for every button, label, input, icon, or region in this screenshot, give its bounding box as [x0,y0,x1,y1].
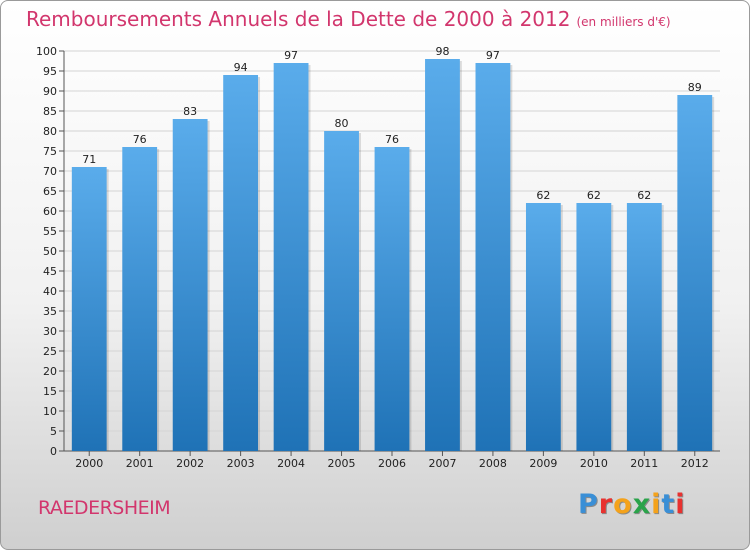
x-tick-label: 2012 [681,457,709,470]
data-label-2002: 83 [183,105,197,118]
logo-letter: i [675,489,686,520]
chart-title-text: Remboursements Annuels de la Dette de 20… [26,7,571,31]
logo-letter: P [578,489,599,520]
y-tick-label: 5 [50,425,57,438]
chart-subtitle: (en milliers d'€) [576,15,671,29]
logo-letter: x [632,489,652,520]
logo-letter: o [613,489,633,520]
logo-letter: r [598,489,614,520]
x-tick-label: 2002 [176,457,204,470]
data-label-2005: 80 [335,117,349,130]
y-tick-label: 55 [43,225,57,238]
y-tick-label: 35 [43,305,57,318]
data-label-2004: 97 [284,49,298,62]
x-tick-label: 2011 [630,457,658,470]
y-tick-label: 40 [43,285,57,298]
proxiti-logo: Proxiti [578,489,686,520]
y-tick-label: 60 [43,205,57,218]
data-label-2006: 76 [385,133,399,146]
logo-letter: i [651,489,662,520]
bar-2001 [122,147,158,451]
data-label-2012: 89 [688,81,702,94]
data-label-2009: 62 [536,189,550,202]
data-label-2000: 71 [82,153,96,166]
data-label-2003: 94 [234,61,248,74]
y-tick-label: 15 [43,385,57,398]
bars: 71 76 83 94 97 80 76 98 97 62 62 62 89 [71,45,715,451]
bar-2008 [475,63,511,451]
y-tick-label: 75 [43,145,57,158]
y-tick-label: 95 [43,65,57,78]
x-tick-label: 2010 [580,457,608,470]
y-tick-label: 0 [50,445,57,458]
y-tick-label: 50 [43,245,57,258]
logo-letter: t [661,489,676,520]
y-tick-label: 70 [43,165,57,178]
bar-2004 [273,63,309,451]
bar-2012 [677,95,713,451]
data-label-2011: 62 [637,189,651,202]
bar-2011 [626,203,662,451]
bar-chart: 0 5 10 15 20 25 30 35 40 45 50 55 60 65 70 75 80 85 90 95 10… [36,45,720,470]
y-tick-label: 25 [43,345,57,358]
data-label-2001: 76 [133,133,147,146]
y-tick-label: 100 [36,45,57,58]
data-label-2007: 98 [435,45,449,58]
bar-2007 [425,59,460,451]
bar-2003 [223,75,259,451]
y-tick-label: 45 [43,265,57,278]
x-tick-label: 2007 [428,457,456,470]
x-tick-label: 2005 [328,457,356,470]
x-tick-label: 2006 [378,457,406,470]
y-tick-label: 20 [43,365,57,378]
y-tick-label: 65 [43,185,57,198]
y-tick-label: 10 [43,405,57,418]
bar-2010 [576,203,612,451]
y-tick-label: 90 [43,85,57,98]
y-tick-label: 80 [43,125,57,138]
data-label-2008: 97 [486,49,500,62]
x-tick-label: 2008 [479,457,507,470]
chart-title: Remboursements Annuels de la Dette de 20… [26,7,671,31]
x-tick-label: 2003 [227,457,255,470]
bar-2006 [374,147,410,451]
x-tick-label: 2009 [529,457,557,470]
commune-name: RAEDERSHEIM [38,497,171,519]
y-axis-ticks: 0 5 10 15 20 25 30 35 40 45 50 55 60 65 70 75 80 85 90 95 10… [36,45,64,458]
y-tick-label: 85 [43,105,57,118]
x-tick-label: 2000 [75,457,103,470]
x-tick-label: 2001 [126,457,154,470]
data-label-2010: 62 [587,189,601,202]
bar-2009 [525,203,561,451]
bar-2002 [172,119,208,451]
bar-2005 [324,131,359,451]
bar-2000 [71,167,107,451]
y-tick-label: 30 [43,325,57,338]
x-axis-ticks: 2000 2001 2002 2003 2004 2005 2006 2007 2008 2009… [75,451,709,470]
x-tick-label: 2004 [277,457,305,470]
